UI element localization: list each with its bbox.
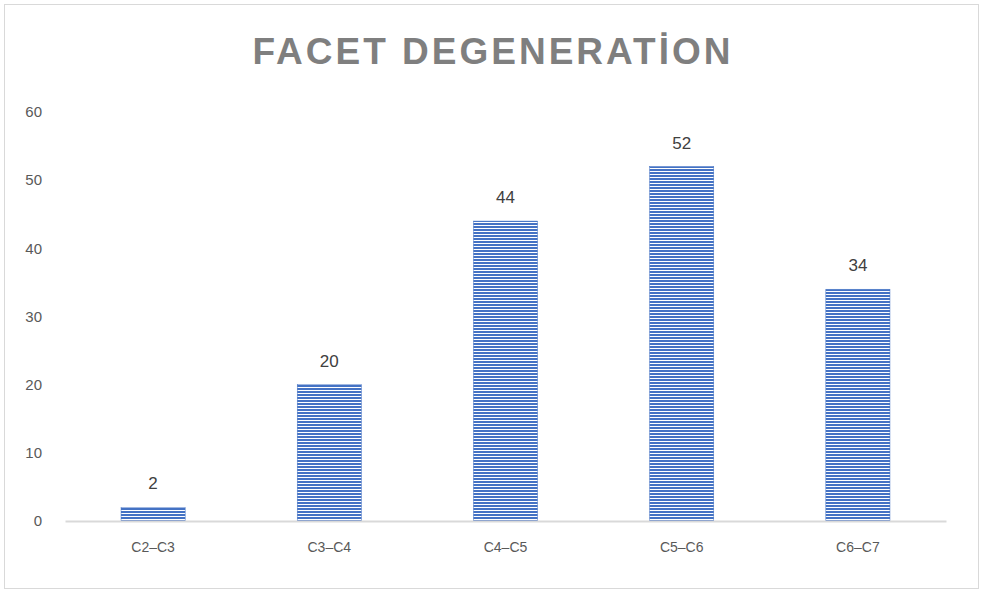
y-tick: 40	[25, 240, 65, 257]
bar	[826, 289, 890, 521]
chart: FACET DEGENERATİON 0 10 20 30 40 50 60 C2–C3 C3–C…	[0, 0, 986, 596]
chart-title: FACET DEGENERATİON	[253, 31, 734, 72]
x-tick-label: C2–C3	[131, 539, 175, 555]
y-tick-label: 20	[25, 376, 42, 393]
data-labels: 2 20 44 52 34	[148, 134, 867, 494]
y-tick: 50	[25, 171, 65, 188]
x-tick: C4–C5	[484, 539, 528, 555]
x-tick: C3–C4	[308, 539, 352, 555]
x-tick-label: C6–C7	[836, 539, 880, 555]
x-tick-label: C5–C6	[660, 539, 704, 555]
y-tick-label: 10	[25, 444, 42, 461]
y-tick: 30	[25, 308, 65, 325]
x-tick: C2–C3	[131, 539, 175, 555]
y-tick: 0	[34, 512, 65, 529]
y-tick-label: 40	[25, 240, 42, 257]
x-tick: C5–C6	[660, 539, 704, 555]
data-label: 2	[148, 474, 157, 493]
x-axis-line	[66, 521, 947, 523]
chart-frame	[5, 5, 979, 589]
bar	[473, 221, 537, 521]
data-label: 20	[320, 352, 339, 371]
bars	[121, 167, 890, 521]
y-tick-label: 0	[34, 512, 42, 529]
y-tick-label: 30	[25, 308, 42, 325]
plot: 0102030405060C2–C3C3–C4C4–C5C5–C6C6–C722…	[25, 103, 946, 555]
bar	[650, 167, 714, 521]
x-tick-label: C4–C5	[484, 539, 528, 555]
x-axis: C2–C3 C3–C4 C4–C5 C5–C6 C6–C7	[66, 522, 947, 555]
y-tick: 10	[25, 444, 65, 461]
x-tick: C6–C7	[836, 539, 880, 555]
bar	[297, 385, 361, 521]
x-tick-label: C3–C4	[308, 539, 352, 555]
y-tick-label: 60	[25, 103, 42, 120]
y-tick: 20	[25, 376, 65, 393]
data-label: 44	[496, 188, 515, 207]
data-label: 52	[672, 134, 691, 153]
data-label: 34	[848, 256, 867, 275]
y-tick: 60	[25, 103, 65, 120]
bar	[121, 507, 185, 521]
y-axis-line	[65, 113, 66, 522]
y-tick-label: 50	[25, 171, 42, 188]
y-axis: 0 10 20 30 40 50 60	[25, 103, 65, 529]
